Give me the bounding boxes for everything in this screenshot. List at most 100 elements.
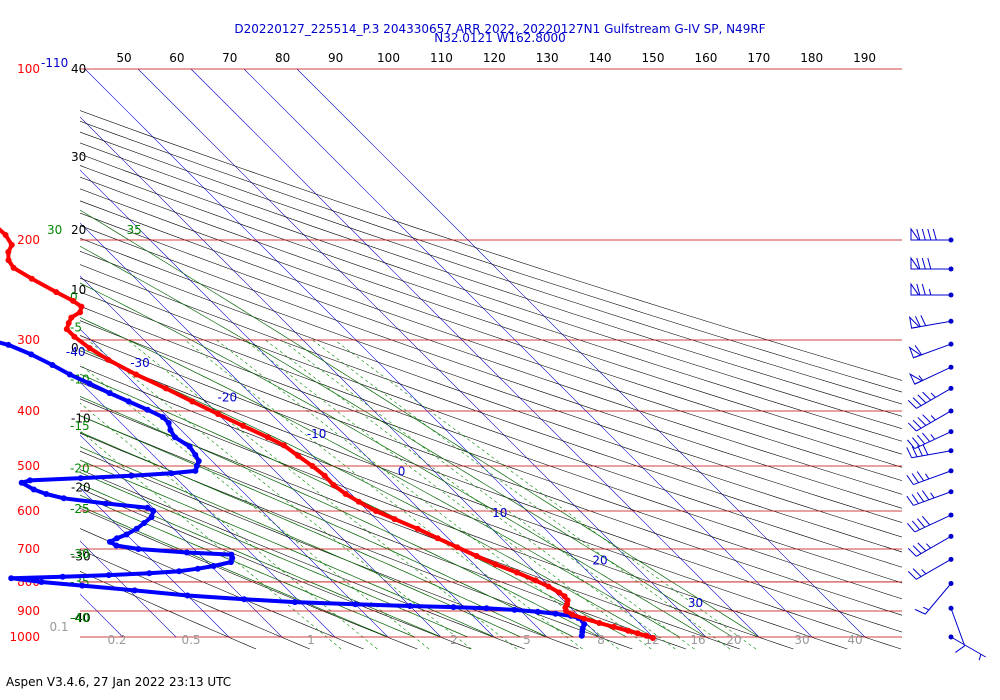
temperature-profile-point bbox=[414, 525, 421, 532]
moist-adiabat bbox=[80, 459, 495, 638]
dewpoint-profile-point bbox=[114, 535, 120, 542]
temperature-profile-point bbox=[321, 472, 328, 479]
temperature-profile-point bbox=[532, 577, 539, 584]
mixing-ratio-line bbox=[87, 339, 472, 650]
top-temperature-tick: 50 bbox=[116, 51, 131, 65]
temperature-profile-point bbox=[5, 249, 12, 255]
dewpoint-profile-point bbox=[113, 542, 120, 549]
mixing-label: -15 bbox=[70, 419, 90, 433]
dry-adiabat bbox=[80, 250, 902, 538]
moist-adiabat bbox=[80, 472, 468, 638]
dry-adiabat bbox=[80, 188, 902, 468]
temperature-profile-point bbox=[68, 314, 75, 321]
dewpoint-profile-point bbox=[511, 606, 518, 613]
wind-barbs bbox=[906, 227, 986, 661]
dewpoint-profile-point bbox=[133, 525, 140, 532]
isotherm bbox=[137, 69, 707, 638]
pressure-label: 600 bbox=[17, 504, 40, 518]
temperature-profile-point bbox=[295, 452, 302, 459]
temperature-profile-point bbox=[649, 635, 656, 641]
pressure-label: 100 bbox=[17, 62, 40, 76]
theta-e-label: 30 bbox=[47, 223, 62, 237]
dewpoint-profile-point bbox=[141, 520, 148, 526]
temperature-profile-point bbox=[372, 508, 379, 514]
top-temperature-tick: 160 bbox=[694, 51, 717, 65]
mixing-label: -20 bbox=[70, 461, 90, 475]
dry-adiabat bbox=[80, 415, 687, 650]
dry-adiabat bbox=[80, 110, 902, 381]
dewpoint-profile-point bbox=[8, 575, 15, 582]
dry-adiabat bbox=[80, 507, 418, 650]
wind-barb bbox=[907, 408, 954, 432]
dewpoint-profile-point bbox=[30, 486, 37, 493]
wind-barb bbox=[906, 468, 954, 486]
chart-profiles bbox=[0, 227, 656, 641]
top-temperature-tick: 180 bbox=[800, 51, 823, 65]
dry-adiabat bbox=[80, 549, 310, 650]
isotherm bbox=[80, 328, 389, 638]
wind-barb bbox=[914, 580, 954, 615]
dewpoint-profile-point bbox=[450, 604, 457, 611]
pressure-label: 900 bbox=[17, 604, 40, 618]
dewpoint-profile-point bbox=[146, 570, 153, 577]
temperature-profile-point bbox=[86, 345, 93, 352]
isotherm bbox=[80, 169, 548, 638]
chart-subtitle: N32.0121 W162.8000 bbox=[434, 31, 566, 45]
temperature-profile-point bbox=[454, 544, 461, 551]
dewpoint-profile-point bbox=[28, 351, 35, 358]
mixing-ratio-line bbox=[216, 339, 619, 650]
dewpoint-profile-point bbox=[184, 592, 191, 599]
temperature-profile-point bbox=[569, 611, 576, 618]
moist-adiabat bbox=[80, 415, 574, 638]
moist-adiabat bbox=[80, 396, 601, 638]
dewpoint-profile-point bbox=[241, 596, 248, 603]
temperature-profile-point bbox=[189, 398, 196, 405]
dry-adiabat bbox=[80, 398, 740, 650]
moist-adiabat bbox=[80, 245, 733, 638]
isotherm bbox=[80, 540, 177, 638]
temperature-profile-point bbox=[581, 615, 588, 622]
dry-adiabat bbox=[80, 350, 902, 650]
isotherm-label: 30 bbox=[688, 596, 703, 610]
dewpoint-profile-point bbox=[210, 563, 217, 569]
dry-adiabat bbox=[80, 277, 902, 568]
mixing-label: -5 bbox=[70, 320, 82, 334]
isotherm-label: -30 bbox=[130, 356, 150, 370]
dry-adiabat bbox=[80, 528, 364, 650]
mixing-ratio-label: 1 bbox=[307, 633, 315, 647]
wind-barb bbox=[910, 227, 954, 243]
temperature-profile-point bbox=[473, 553, 480, 559]
dry-adiabat bbox=[80, 200, 902, 481]
dewpoint-profile-point bbox=[172, 434, 178, 441]
isotherm-label: 20 bbox=[592, 553, 607, 567]
pressure-label: 400 bbox=[17, 404, 40, 418]
top-temperature-tick: 190 bbox=[853, 51, 876, 65]
dry-adiabat bbox=[80, 264, 902, 553]
dewpoint-profile-point bbox=[144, 406, 151, 413]
temperature-profile-point bbox=[280, 442, 287, 449]
temperature-profile-point bbox=[610, 623, 617, 630]
top-temperature-tick: 100 bbox=[377, 51, 400, 65]
mixing-ratio-line bbox=[80, 364, 430, 650]
dewpoint-profile-point bbox=[227, 559, 234, 566]
dry-adiabat bbox=[80, 571, 257, 650]
temperature-profile-point bbox=[65, 320, 72, 326]
dewpoint-profile-point bbox=[123, 531, 130, 538]
dewpoint-profile-point bbox=[150, 508, 157, 514]
wind-barb bbox=[907, 533, 954, 557]
dewpoint-profile-point bbox=[183, 549, 190, 556]
wind-barb bbox=[910, 256, 954, 272]
temperature-profile-point bbox=[105, 356, 112, 363]
wind-barb bbox=[906, 512, 954, 533]
moist-adiabat bbox=[80, 483, 442, 638]
temperature-profile-point bbox=[643, 632, 650, 639]
pressure-label: 500 bbox=[17, 459, 40, 473]
mixing-ratio-label: 16 bbox=[690, 633, 705, 647]
moist-adiabat bbox=[80, 505, 389, 638]
top-temperature-tick: 120 bbox=[483, 51, 506, 65]
dewpoint-profile-point bbox=[192, 467, 199, 474]
dry-adiabat bbox=[80, 335, 902, 633]
dry-adiabat bbox=[80, 382, 794, 650]
isotherm bbox=[243, 69, 813, 638]
